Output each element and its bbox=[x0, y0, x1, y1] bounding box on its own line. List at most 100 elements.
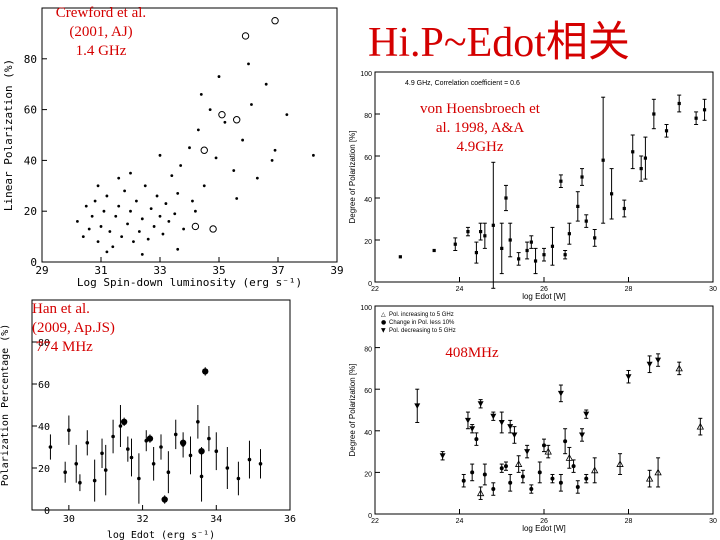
data-point-triangle-up bbox=[565, 454, 574, 461]
data-point bbox=[500, 246, 504, 250]
x-tick-label: 22 bbox=[371, 286, 379, 293]
chart-title: 4.9 GHz, Correlation coefficient = 0.6 bbox=[405, 80, 520, 87]
data-point-triangle-up bbox=[645, 474, 654, 482]
data-point-circle bbox=[508, 480, 513, 485]
data-point-triangle-down bbox=[524, 449, 531, 455]
overlay-line: 4.9GHz bbox=[456, 139, 504, 155]
chart-hoensbroech-408mhz: 22 24 26 28 30 0 20 40 60 80 100 log Edot [W] Degree… bbox=[345, 298, 720, 540]
data-point bbox=[146, 435, 154, 442]
x-axis-label: log Edot [W] bbox=[522, 292, 566, 301]
data-point-circle bbox=[520, 474, 525, 479]
overlay-line: (2009, Ap.JS) bbox=[32, 320, 115, 336]
plot-frame bbox=[374, 305, 714, 515]
data-point bbox=[196, 420, 200, 424]
data-point-triangle-down bbox=[625, 374, 632, 380]
data-point bbox=[567, 232, 571, 236]
data-point-triangle-up bbox=[591, 466, 599, 474]
data-point-triangle-down bbox=[511, 432, 518, 438]
data-point bbox=[151, 462, 156, 466]
data-point-circle bbox=[571, 464, 576, 469]
data-point-circle bbox=[482, 472, 487, 477]
y-tick-label: 20 bbox=[38, 464, 50, 475]
data-point-open bbox=[271, 17, 279, 25]
data-point-triangle-down bbox=[507, 424, 514, 430]
data-point bbox=[643, 156, 647, 160]
data-point bbox=[225, 466, 230, 470]
data-point-triangle-down bbox=[477, 401, 484, 407]
data-point bbox=[702, 108, 707, 112]
data-point-circle bbox=[550, 476, 555, 481]
data-point-triangle-down bbox=[464, 417, 471, 424]
y-tick-label: 100 bbox=[360, 305, 372, 312]
data-point bbox=[202, 184, 206, 188]
data-point-circle bbox=[474, 437, 479, 442]
data-point bbox=[241, 138, 245, 142]
data-point bbox=[117, 176, 121, 180]
data-point bbox=[146, 237, 150, 241]
data-point bbox=[677, 101, 681, 106]
data-point bbox=[81, 235, 85, 239]
x-tick-label: 22 bbox=[371, 518, 379, 525]
overlay-han: Han et al. (2009, Ap.JS) 774 MHz bbox=[32, 300, 142, 357]
data-point bbox=[517, 257, 521, 261]
data-point bbox=[525, 248, 529, 253]
data-point-triangle-down bbox=[557, 390, 564, 397]
x-tick-label: 34 bbox=[210, 514, 222, 525]
data-point bbox=[270, 159, 274, 162]
data-point-circle bbox=[575, 484, 580, 489]
data-point bbox=[152, 225, 156, 228]
data-point-open bbox=[233, 116, 241, 124]
data-point bbox=[170, 174, 174, 178]
data-point-triangle-up bbox=[476, 489, 485, 497]
chart-hoensbroech-408mhz-svg: 22 24 26 28 30 0 20 40 60 80 100 log Edot [W] Degree… bbox=[348, 305, 717, 533]
data-point-triangle-down bbox=[469, 426, 476, 432]
data-point bbox=[258, 462, 263, 466]
data-point-triangle-up bbox=[675, 364, 683, 372]
data-point bbox=[214, 449, 219, 453]
data-point bbox=[188, 146, 191, 150]
x-axis-label: Log Spin-down luminosity (erg s⁻¹) bbox=[77, 276, 302, 289]
data-point bbox=[63, 470, 67, 474]
data-point bbox=[129, 455, 134, 460]
data-point bbox=[504, 196, 508, 200]
overlay-hoensbroech: von Hoensbroech et al. 1998, A&A 4.9GHz bbox=[400, 100, 560, 157]
data-point bbox=[631, 150, 635, 154]
data-point-circle bbox=[491, 487, 496, 492]
data-point bbox=[158, 153, 162, 157]
data-point bbox=[182, 227, 186, 231]
data-point bbox=[111, 434, 115, 439]
data-point bbox=[93, 199, 97, 203]
data-point bbox=[601, 158, 605, 162]
data-point bbox=[123, 189, 126, 193]
overlay-line: 774 MHz bbox=[32, 339, 93, 355]
y-axis-label: Degree of Polarization [%] bbox=[348, 364, 357, 457]
data-point bbox=[610, 192, 614, 196]
y-axis-label: Polarization Percentage (%) bbox=[0, 324, 11, 487]
data-point bbox=[550, 244, 555, 248]
x-tick-label: 30 bbox=[709, 286, 717, 293]
data-point bbox=[202, 368, 209, 375]
data-point bbox=[622, 206, 626, 211]
overlay-408mhz: 408MHz bbox=[432, 344, 512, 363]
data-point-triangle-down bbox=[414, 403, 421, 409]
data-point bbox=[161, 232, 165, 236]
data-point bbox=[199, 92, 203, 96]
data-point bbox=[491, 223, 495, 227]
data-point bbox=[191, 199, 194, 203]
y-tick-label: 40 bbox=[38, 422, 50, 433]
data-point bbox=[126, 222, 129, 226]
plot-frame bbox=[41, 7, 338, 263]
plot-frame bbox=[31, 299, 291, 511]
data-point bbox=[114, 214, 118, 218]
data-point bbox=[529, 240, 533, 244]
data-point bbox=[137, 476, 141, 481]
chart-han-774mhz-svg: 30 32 34 36 0 20 40 60 80 log Edot (erg s⁻¹) Polar… bbox=[0, 299, 296, 540]
data-point bbox=[652, 112, 656, 116]
data-point bbox=[176, 192, 180, 195]
data-point bbox=[232, 169, 236, 172]
data-point bbox=[48, 445, 53, 449]
y-tick-label: 0 bbox=[44, 506, 50, 517]
data-point bbox=[432, 248, 436, 253]
data-point bbox=[149, 207, 153, 211]
legend-marker: ▼ bbox=[381, 327, 386, 334]
